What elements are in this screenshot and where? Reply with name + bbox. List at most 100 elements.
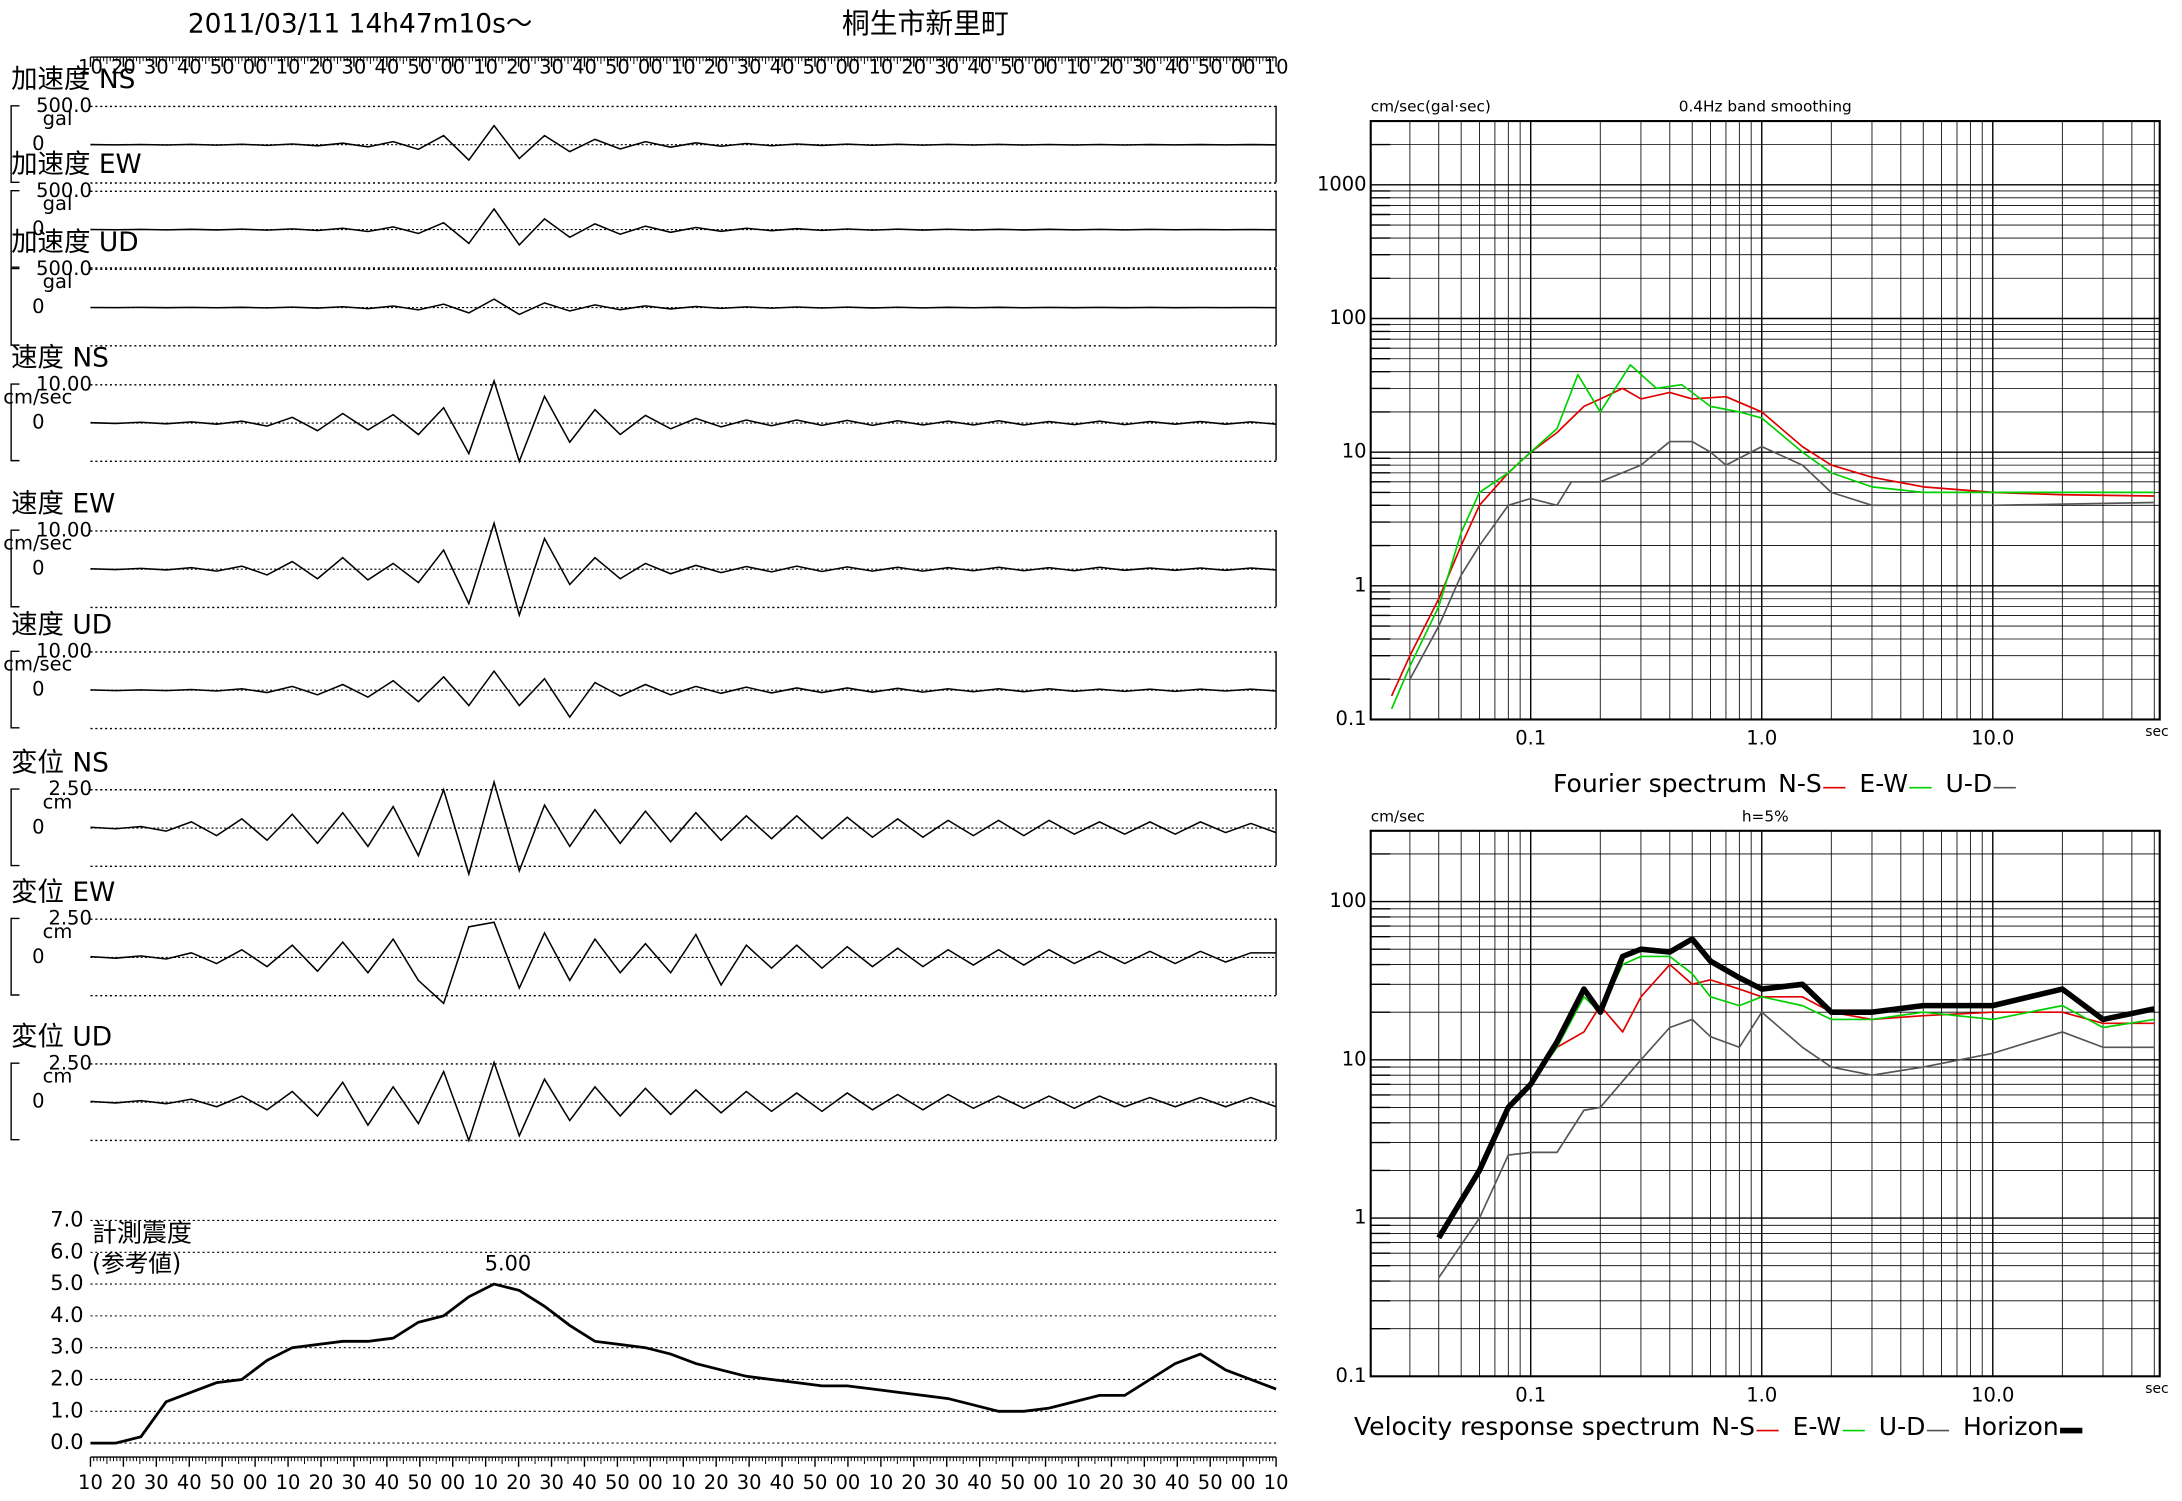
legend-label: E-W xyxy=(1793,1412,1842,1441)
x-axis-label: sec xyxy=(2145,1381,2168,1397)
trace-bracket xyxy=(10,189,20,268)
trace-tick-label: 500.0 xyxy=(36,94,92,117)
spectrum-line xyxy=(1438,1011,2155,1279)
trace-tick-label: 0 xyxy=(32,816,44,839)
y-tick-label: 10 xyxy=(1342,440,1367,463)
x-tick-label: 0.1 xyxy=(1515,1383,1546,1406)
trace-unit: cm/sec xyxy=(3,386,72,409)
spectrum-line xyxy=(1438,955,2155,1239)
trace-unit: cm xyxy=(43,790,73,813)
bottom-time-axis-label: 10 xyxy=(1264,1471,1289,1494)
bottom-time-axis-label: 50 xyxy=(605,1471,630,1494)
bottom-time-axis-label: 00 xyxy=(1033,1471,1058,1494)
bottom-time-axis-label: 50 xyxy=(1198,1471,1223,1494)
legend-label: Horizon xyxy=(1963,1412,2059,1441)
trace-tick-label: 0 xyxy=(32,217,44,240)
legend-title: Fourier spectrum xyxy=(1553,769,1767,798)
trace-label: 加速度 EW xyxy=(11,149,142,180)
bottom-time-axis-label: 50 xyxy=(407,1471,432,1494)
waveform xyxy=(90,1059,1277,1143)
top-time-axis-label: 20 xyxy=(901,56,926,79)
top-time-axis-label: 20 xyxy=(704,56,729,79)
top-time-axis-label: 10 xyxy=(1264,56,1289,79)
bottom-time-axis-label: 40 xyxy=(572,1471,597,1494)
trace-bracket xyxy=(10,383,20,462)
waveform xyxy=(90,669,1277,719)
top-time-axis-label: 20 xyxy=(309,56,334,79)
intensity-line xyxy=(90,1282,1277,1445)
legend-label: U-D xyxy=(1879,1412,1926,1441)
top-time-axis-label: 00 xyxy=(638,56,663,79)
trace-label: 変位 EW xyxy=(11,877,115,908)
waveform xyxy=(90,378,1277,464)
bottom-time-axis-label: 20 xyxy=(309,1471,334,1494)
top-time-axis-label: 50 xyxy=(1000,56,1025,79)
trace-tick-label: 10.00 xyxy=(36,518,92,541)
legend-label: N-S xyxy=(1778,769,1822,798)
top-time-axis-label: 40 xyxy=(177,56,202,79)
bottom-time-axis-label: 00 xyxy=(638,1471,663,1494)
y-tick-label: 1 xyxy=(1354,1206,1366,1229)
bottom-time-axis-label: 20 xyxy=(111,1471,136,1494)
y-tick-label: 6.0 xyxy=(50,1239,83,1263)
bottom-time-axis-label: 50 xyxy=(803,1471,828,1494)
y-tick-label: 0.1 xyxy=(1336,707,1367,730)
top-time-axis-label: 50 xyxy=(1198,56,1223,79)
peak-annotation: 5.00 xyxy=(485,1252,531,1276)
chart-subtitle: 0.4Hz band smoothing xyxy=(1679,98,1852,116)
waveform xyxy=(90,520,1277,618)
waveform xyxy=(90,779,1277,877)
trace-label: 速度 NS xyxy=(11,343,109,374)
waveform xyxy=(90,298,1277,316)
top-time-axis-label: 00 xyxy=(1033,56,1058,79)
bottom-time-axis-label: 30 xyxy=(1132,1471,1157,1494)
trace-tick-label: 0 xyxy=(32,945,44,968)
trace-unit: gal xyxy=(43,270,73,293)
chart-subtitle: (参考値) xyxy=(92,1249,181,1277)
trace-tick-label: 0 xyxy=(32,1090,44,1113)
trace-tick-label: 2.50 xyxy=(48,1051,91,1074)
bottom-time-axis-label: 20 xyxy=(1099,1471,1124,1494)
top-time-axis-label: 40 xyxy=(770,56,795,79)
top-time-axis-label: 20 xyxy=(1099,56,1124,79)
trace-tick-label: 10.00 xyxy=(36,639,92,662)
bottom-time-axis-label: 30 xyxy=(539,1471,564,1494)
bottom-time-axis-label: 40 xyxy=(770,1471,795,1494)
bottom-time-axis-label: 40 xyxy=(177,1471,202,1494)
top-time-axis-label: 50 xyxy=(803,56,828,79)
trace-unit: cm xyxy=(43,920,73,943)
bottom-time-axis-label: 10 xyxy=(1066,1471,1091,1494)
y-axis-label: cm/sec(gal·sec) xyxy=(1371,98,1491,116)
y-tick-label: 10 xyxy=(1342,1047,1367,1070)
bottom-time-axis-label: 50 xyxy=(210,1471,235,1494)
y-tick-label: 4.0 xyxy=(50,1303,83,1327)
bottom-time-axis-label: 40 xyxy=(374,1471,399,1494)
top-time-axis-label: 20 xyxy=(111,56,136,79)
trace-label: 変位 NS xyxy=(11,747,109,778)
top-time-axis-label: 30 xyxy=(934,56,959,79)
bottom-time-axis-label: 10 xyxy=(671,1471,696,1494)
trace-unit: cm xyxy=(43,1065,73,1088)
spectrum-line xyxy=(1390,364,2155,710)
top-time-axis-label: 50 xyxy=(605,56,630,79)
trace-tick-label: 2.50 xyxy=(48,907,91,930)
y-tick-label: 100 xyxy=(1329,306,1366,329)
y-tick-label: 1.0 xyxy=(50,1398,83,1422)
x-tick-label: 0.1 xyxy=(1515,726,1546,749)
bottom-time-axis-label: 10 xyxy=(868,1471,893,1494)
bottom-time-axis-label: 40 xyxy=(1165,1471,1190,1494)
trace-label: 加速度 NS xyxy=(11,64,135,95)
chart-subtitle: h=5% xyxy=(1742,807,1789,825)
top-time-axis-label: 10 xyxy=(276,56,301,79)
bottom-time-axis-label: 00 xyxy=(440,1471,465,1494)
trace-bracket xyxy=(10,529,20,608)
trace-tick-label: 0 xyxy=(32,557,44,580)
legend-title: Velocity response spectrum xyxy=(1354,1412,1700,1441)
waveform xyxy=(90,921,1277,1005)
trace-tick-label: 500.0 xyxy=(36,257,92,280)
waveform xyxy=(90,207,1277,247)
trace-bracket xyxy=(10,267,20,346)
trace-unit: gal xyxy=(43,192,73,215)
